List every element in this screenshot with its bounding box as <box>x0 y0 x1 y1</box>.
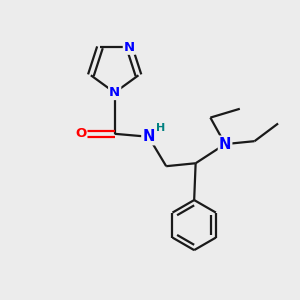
Text: H: H <box>156 123 166 133</box>
Text: O: O <box>75 127 86 140</box>
Text: N: N <box>219 136 231 152</box>
Text: N: N <box>109 86 120 99</box>
Text: N: N <box>142 129 155 144</box>
Text: N: N <box>124 41 135 54</box>
